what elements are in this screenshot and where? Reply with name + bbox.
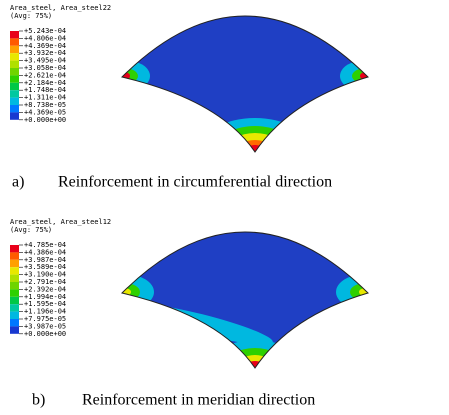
legend-title: (Avg: 75%) [10,226,52,234]
legend-band [10,304,19,311]
legend-band [10,53,19,60]
legend-title: (Avg: 75%) [10,12,52,20]
legend-band [10,75,19,82]
legend-band [10,252,19,259]
legend-band [10,68,19,75]
legend-band [10,326,19,333]
legend-band [10,282,19,289]
legend-band [10,46,19,53]
legend-band [10,38,19,45]
legend-band [10,297,19,304]
legend-band [10,83,19,90]
contour-plot-b [94,211,396,392]
legend-band [10,90,19,97]
legend-title: Area_steel, Area_steel22 [10,4,111,12]
legend-band [10,260,19,267]
legend-band [10,275,19,282]
legend-band [10,289,19,296]
legend-band [10,61,19,68]
legend-band [10,112,19,119]
legend-title: Area_steel, Area_steel12 [10,218,111,226]
caption-label: a) [12,174,24,191]
legend-band [10,267,19,274]
caption: Reinforcement in circumferential directi… [58,174,332,191]
figure: Area_steel, Area_steel22(Avg: 75%)+5.243… [0,0,449,415]
contour-plot-a [98,16,392,182]
legend-band [10,105,19,112]
legend-band [10,312,19,319]
legend-band [10,98,19,105]
legend-label: +0.000e+00 [24,330,66,338]
legend-band [10,31,19,38]
caption-label: b) [32,392,45,409]
legend-label: +0.000e+00 [24,116,66,124]
caption: Reinforcement in meridian direction [82,392,315,409]
legend-band [10,319,19,326]
legend-band [10,245,19,252]
